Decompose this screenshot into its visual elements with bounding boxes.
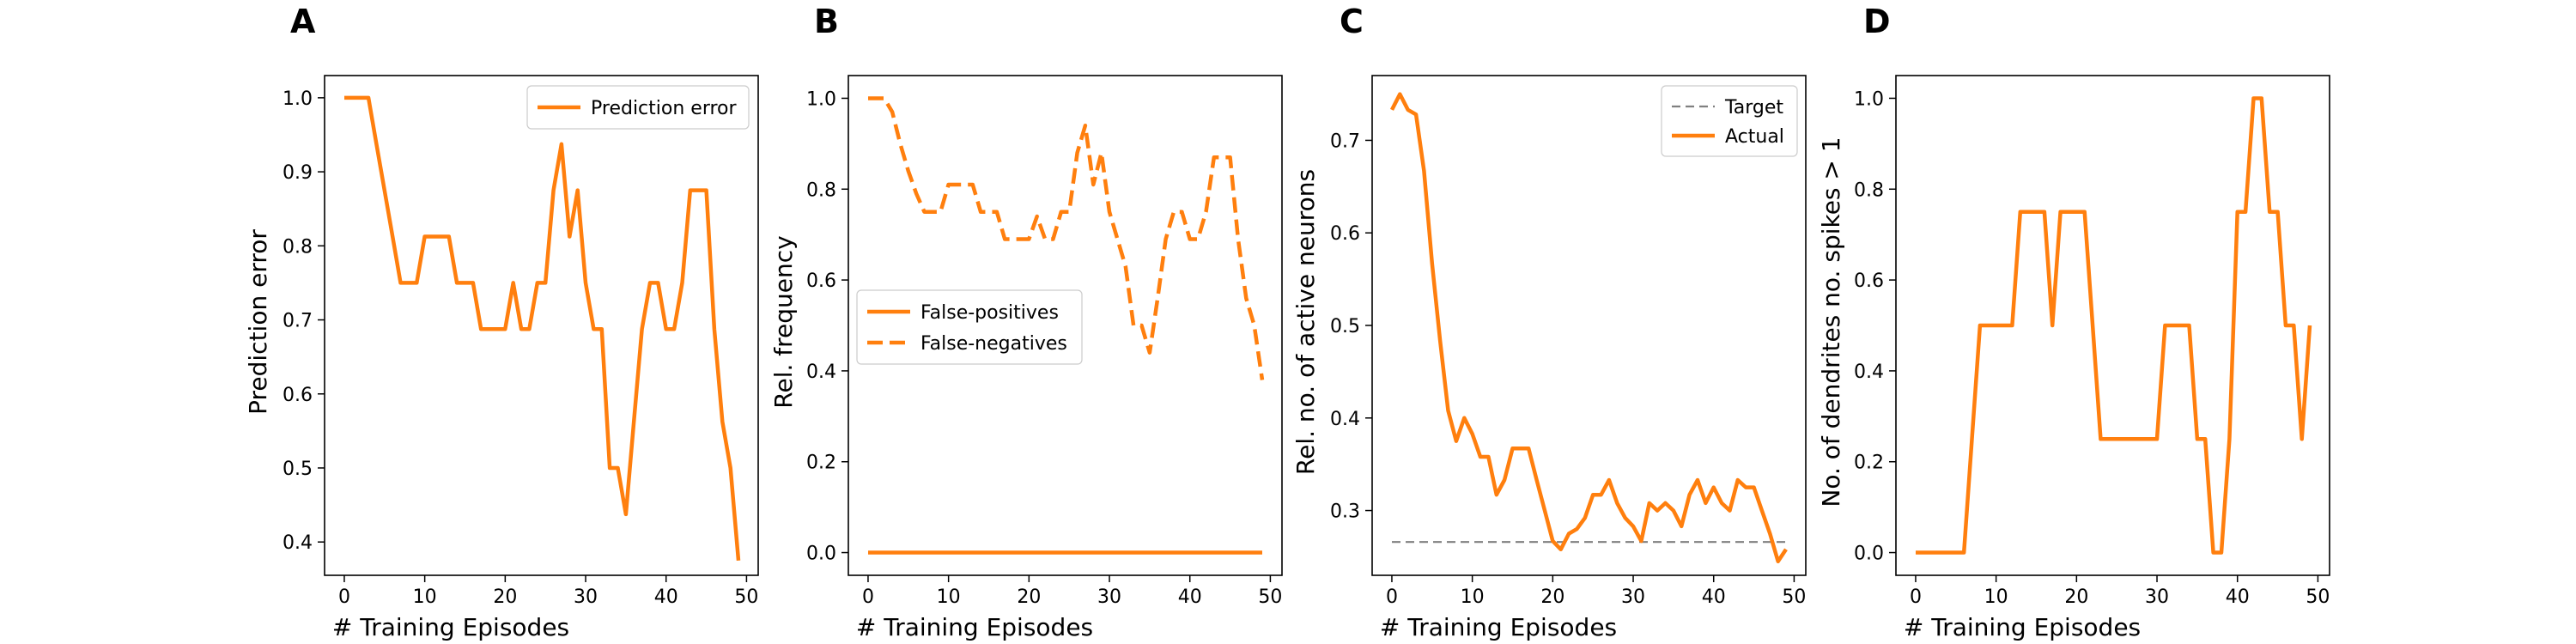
x-tick-label: 20 [2064, 586, 2088, 608]
x-tick-label: 0 [862, 586, 874, 608]
x-tick-label: 40 [1178, 586, 1202, 608]
y-tick-label: 0.8 [806, 179, 836, 201]
y-tick-label: 0.4 [1854, 361, 1884, 383]
y-tick-label: 0.6 [806, 270, 836, 292]
plot-area: 0 10 20 30 40 50 0.4 0.5 0.6 0.7 0.8 0.9 1.0 [283, 75, 759, 608]
y-tick-label: 0.8 [1854, 179, 1884, 201]
y-axis-label: Rel. no. of active neurons [1291, 169, 1320, 475]
x-tick-label: 40 [1702, 586, 1726, 608]
x-tick-label: 10 [1461, 586, 1485, 608]
axes-frame [848, 75, 1283, 576]
legend-box [856, 289, 1083, 365]
panel-letter: B [814, 3, 839, 40]
y-axis-label: Prediction error [244, 229, 272, 415]
y-tick-label: 0.2 [806, 453, 836, 474]
x-tick-label: 0 [1386, 586, 1398, 608]
y-tick-label: 0.2 [1854, 453, 1884, 474]
y-tick-label: 0.9 [283, 162, 313, 184]
legend: False-positives False-negatives [856, 289, 1083, 365]
legend: Target Actual [1661, 85, 1798, 157]
x-axis-label: # Training Episodes [856, 613, 1093, 641]
panel-letter: A [290, 3, 316, 40]
x-tick-label: 50 [2306, 586, 2330, 608]
y-tick-label: 0.7 [283, 311, 313, 332]
x-tick-label: 10 [1984, 586, 2008, 608]
axes-frame [1895, 75, 2330, 576]
y-tick-label: 1.0 [1854, 88, 1884, 110]
x-axis-label: # Training Episodes [1380, 613, 1617, 641]
y-tick-label: 0.7 [1330, 131, 1360, 152]
plot-area: 0 10 20 30 40 50 0.0 0.2 0.4 0.6 0.8 1.0 [806, 75, 1283, 608]
x-tick-label: 30 [2145, 586, 2169, 608]
y-tick-label: 0.5 [1330, 316, 1360, 337]
axes-frame [324, 75, 759, 576]
y-tick-label: 0.4 [283, 532, 313, 554]
y-tick-label: 1.0 [806, 88, 836, 110]
panel-d: D # Training Episodes No. of dendrites n… [1817, 3, 2330, 641]
y-tick-label: 1.0 [283, 88, 313, 110]
legend-box [1661, 85, 1798, 157]
x-tick-label: 50 [1258, 586, 1282, 608]
panel-b: B # Training Episodes Rel. frequency 0 10… [769, 3, 1283, 641]
series-line-actual [1389, 92, 1788, 564]
x-tick-label: 0 [1910, 586, 1922, 608]
y-tick-label: 0.6 [1854, 270, 1884, 292]
x-tick-label: 20 [1540, 586, 1564, 608]
x-tick-label: 10 [413, 586, 437, 608]
series-line-prediction-error [344, 95, 741, 561]
panel-letter: D [1863, 3, 1891, 40]
x-tick-label: 20 [493, 586, 517, 608]
plot-area: 0 10 20 30 40 50 0.0 0.2 0.4 0.6 0.8 1.0 [1854, 75, 2330, 608]
y-tick-label: 0.5 [283, 459, 313, 480]
legend: Prediction error [526, 85, 750, 130]
legend-entry: False-negatives [920, 333, 1067, 355]
y-axis-label: No. of dendrites no. spikes > 1 [1817, 137, 1845, 507]
x-tick-label: 0 [338, 586, 350, 608]
y-tick-label: 0.4 [1330, 409, 1360, 430]
x-axis-label: # Training Episodes [1904, 613, 2141, 641]
series-line-main [1916, 96, 2312, 555]
y-axis-label: Rel. frequency [769, 235, 798, 408]
x-tick-label: 40 [2226, 586, 2250, 608]
plot-area: 0 10 20 30 40 50 0.3 0.4 0.5 0.6 0.7 [1330, 75, 1807, 608]
x-tick-label: 40 [654, 586, 678, 608]
y-tick-label: 0.0 [806, 544, 836, 565]
x-tick-label: 20 [1017, 586, 1041, 608]
series-line-false-negatives [868, 96, 1265, 380]
legend-entry: False-positives [920, 302, 1059, 324]
x-tick-label: 30 [574, 586, 598, 608]
x-tick-label: 30 [1097, 586, 1121, 608]
y-tick-label: 0.6 [283, 385, 313, 406]
legend-entry: Target [1724, 97, 1783, 118]
x-tick-label: 50 [1782, 586, 1806, 608]
x-axis-label: # Training Episodes [332, 613, 569, 641]
y-tick-label: 0.3 [1330, 501, 1360, 523]
legend-box [526, 85, 750, 130]
legend-entry: Prediction error [591, 98, 737, 119]
panel-c: C # Training Episodes Rel. no. of active… [1291, 3, 1807, 641]
x-tick-label: 30 [1621, 586, 1645, 608]
legend-entry: Actual [1725, 126, 1784, 148]
x-tick-label: 10 [937, 586, 961, 608]
y-tick-label: 0.4 [806, 361, 836, 383]
y-tick-label: 0.8 [283, 236, 313, 258]
x-tick-label: 50 [734, 586, 758, 608]
panel-letter: C [1340, 3, 1364, 40]
y-tick-label: 0.0 [1854, 544, 1884, 565]
panel-a: A # Training Episodes Prediction error 0… [244, 3, 759, 641]
y-tick-label: 0.6 [1330, 223, 1360, 245]
